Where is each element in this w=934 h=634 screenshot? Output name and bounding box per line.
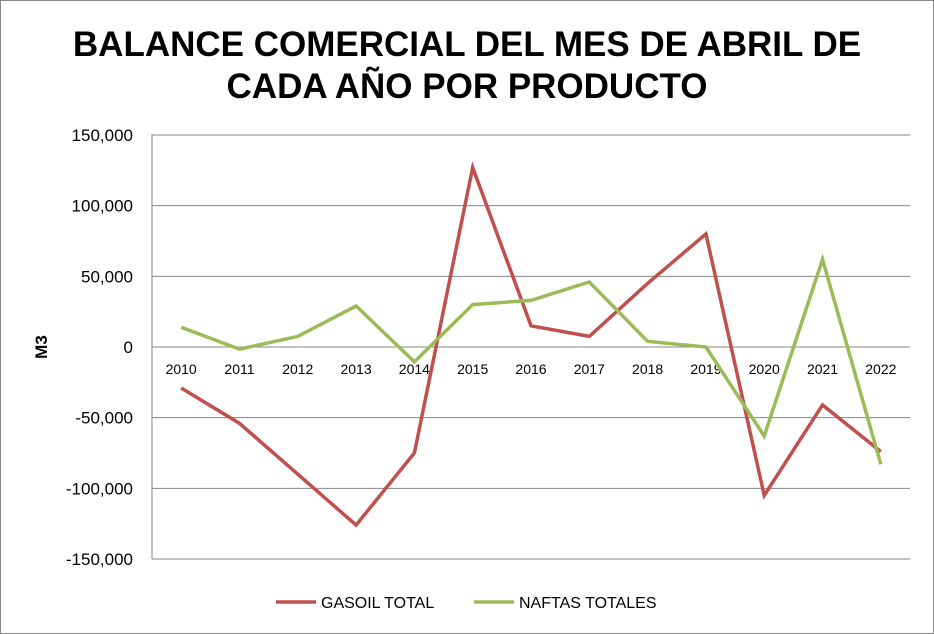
x-tick-label: 2017 <box>574 361 605 377</box>
y-tick-label: 0 <box>124 338 133 357</box>
x-tick-label: 2010 <box>166 361 197 377</box>
legend-label: NAFTAS TOTALES <box>519 595 657 612</box>
x-tick-label: 2014 <box>399 361 430 377</box>
legend-label: GASOIL TOTAL <box>321 595 434 612</box>
y-tick-label: 150,000 <box>72 126 133 145</box>
y-tick-label: -50,000 <box>75 409 133 428</box>
y-axis-label: M3 <box>32 335 51 359</box>
x-tick-label: 2018 <box>632 361 663 377</box>
x-tick-label: 2019 <box>690 361 721 377</box>
y-tick-label: -150,000 <box>66 550 133 569</box>
x-tick-label: 2022 <box>865 361 896 377</box>
x-tick-label: 2011 <box>224 361 254 377</box>
x-tick-label: 2015 <box>457 361 488 377</box>
x-tick-label: 2013 <box>340 361 371 377</box>
x-tick-label: 2016 <box>515 361 546 377</box>
y-tick-label: 100,000 <box>72 197 133 216</box>
x-tick-label: 2020 <box>749 361 780 377</box>
series-line-gasoil-total <box>180 161 882 528</box>
y-tick-label: -100,000 <box>66 479 133 498</box>
chart-title-line-2: CADA AÑO POR PRODUCTO <box>227 67 708 106</box>
chart-title-line-1: BALANCE COMERCIAL DEL MES DE ABRIL DE <box>73 25 861 64</box>
x-tick-label: 2021 <box>807 361 838 377</box>
y-tick-label: 50,000 <box>81 267 133 286</box>
x-tick-label: 2012 <box>282 361 313 377</box>
